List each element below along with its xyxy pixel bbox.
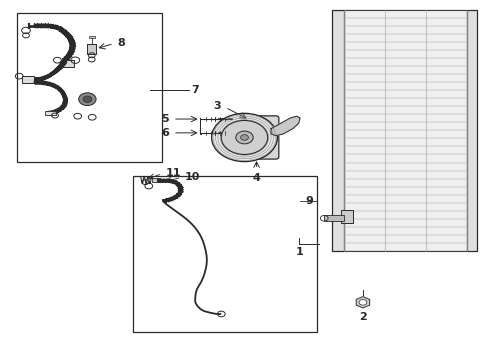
Text: 5: 5 <box>161 114 169 124</box>
Text: 11: 11 <box>165 168 181 178</box>
Bar <box>89 36 95 38</box>
Bar <box>17 13 162 162</box>
Bar <box>22 76 34 82</box>
Bar <box>341 210 352 222</box>
Circle shape <box>79 93 96 105</box>
Text: 7: 7 <box>191 85 199 95</box>
Bar <box>343 10 466 251</box>
Circle shape <box>83 96 92 102</box>
FancyBboxPatch shape <box>246 116 278 159</box>
Text: 10: 10 <box>184 172 200 182</box>
Circle shape <box>240 135 248 140</box>
Bar <box>466 10 476 251</box>
Bar <box>331 10 343 251</box>
Text: 2: 2 <box>358 312 366 322</box>
Bar <box>151 177 160 183</box>
Circle shape <box>211 113 277 162</box>
Text: 4: 4 <box>252 173 260 183</box>
Polygon shape <box>356 297 369 308</box>
Text: 9: 9 <box>305 196 312 206</box>
Circle shape <box>221 121 267 154</box>
Text: 6: 6 <box>161 128 169 138</box>
Circle shape <box>235 131 253 144</box>
Polygon shape <box>270 116 300 136</box>
Bar <box>324 215 343 221</box>
Bar <box>61 60 74 67</box>
Bar <box>87 44 96 54</box>
Text: 3: 3 <box>213 100 221 111</box>
Text: 8: 8 <box>118 38 125 48</box>
Circle shape <box>358 300 366 305</box>
Bar <box>133 176 316 332</box>
Bar <box>45 111 56 116</box>
Text: 1: 1 <box>295 247 303 257</box>
